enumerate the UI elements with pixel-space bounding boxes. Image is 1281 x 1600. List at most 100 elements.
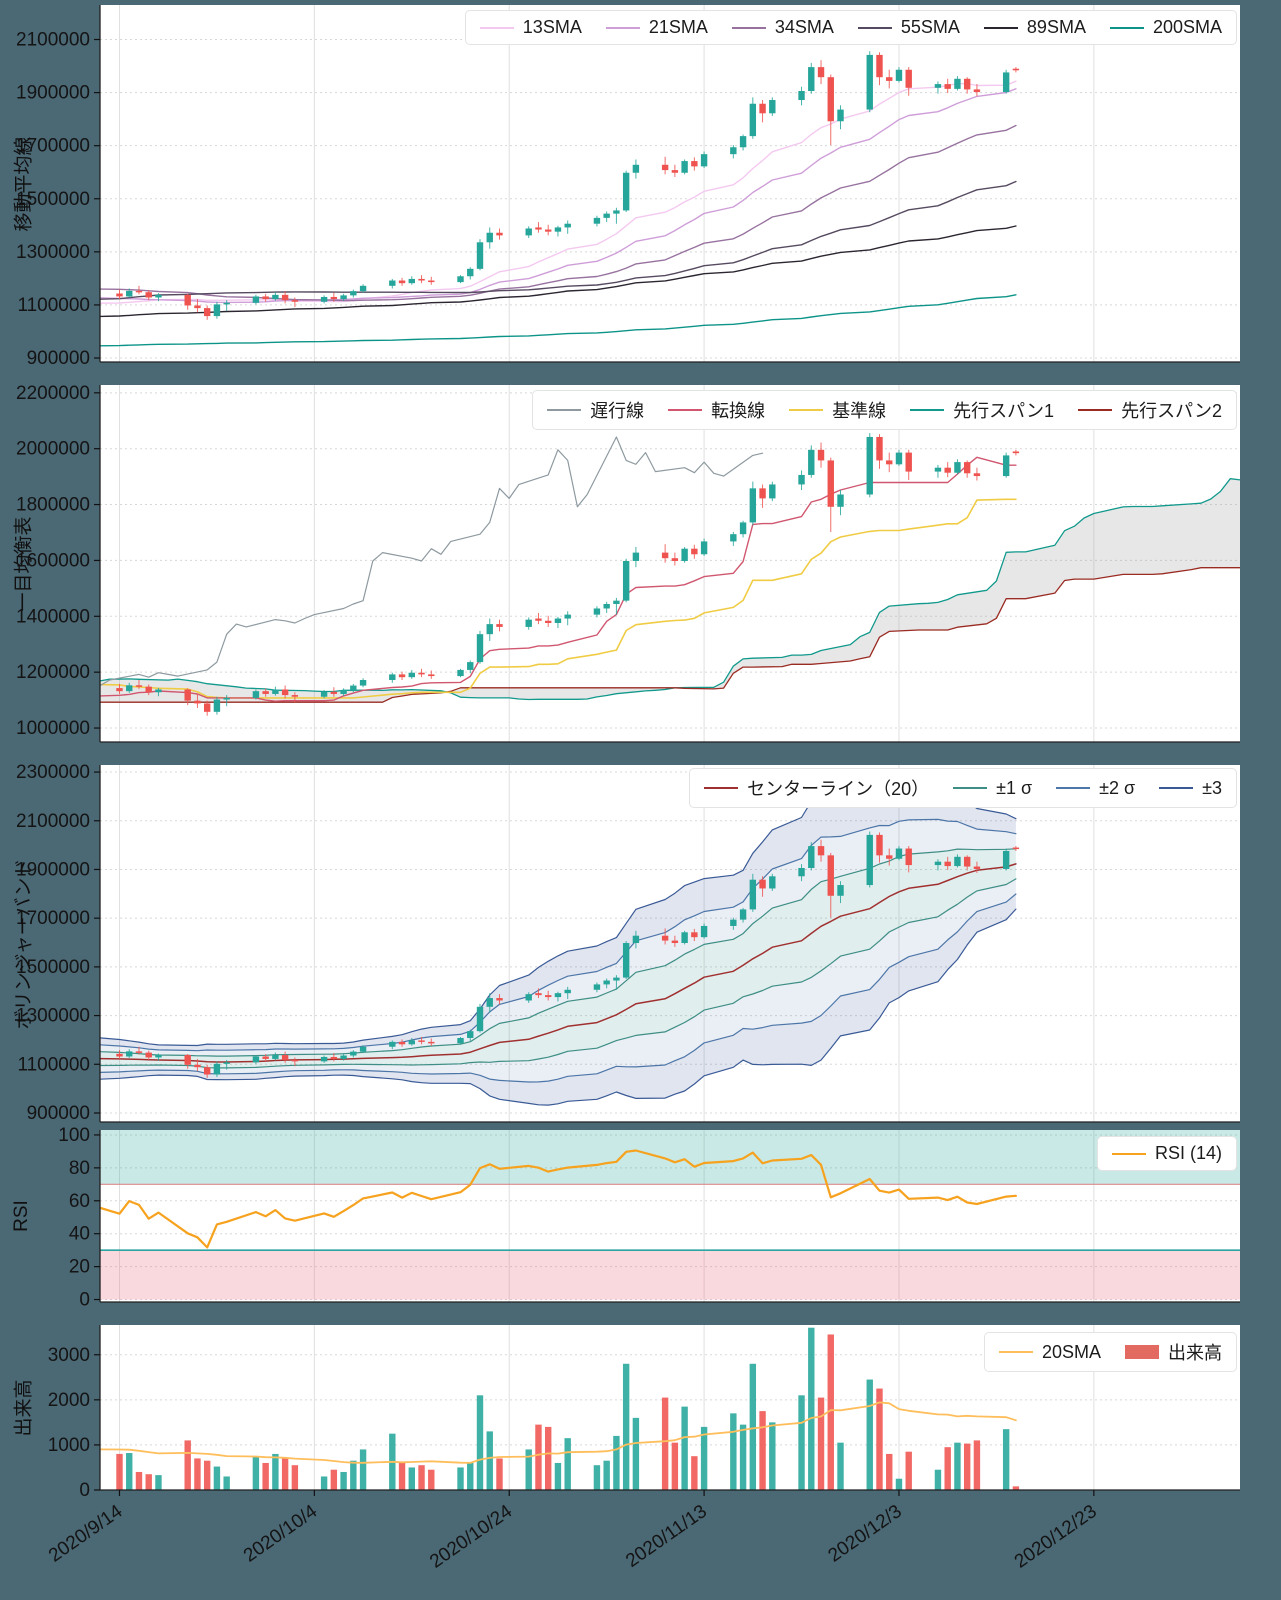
volume-bar: [184, 1440, 191, 1490]
candle-body: [135, 290, 143, 293]
candle-body: [330, 296, 338, 300]
candle-body: [808, 67, 815, 91]
bb-upper2-line: [100, 818, 1017, 1052]
volume-bar: [281, 1458, 289, 1490]
volume-bar: [340, 1471, 347, 1490]
candle-body: [691, 161, 698, 167]
volume-bar: [116, 1453, 123, 1490]
candle-body: [476, 1006, 484, 1032]
candle-body: [467, 662, 474, 670]
candle-body: [593, 217, 601, 224]
y-tick-label: 1700000: [16, 908, 90, 929]
candle-body: [622, 172, 630, 211]
candle-body: [798, 474, 805, 485]
panel-series-bollinger: [100, 785, 1020, 1106]
volume-bar: [603, 1460, 610, 1490]
volume-bar: [691, 1456, 698, 1490]
candle-body: [681, 161, 688, 173]
candle-body: [155, 294, 162, 298]
volume-bar: [759, 1411, 766, 1490]
candle-body: [837, 494, 844, 507]
volume-bar: [194, 1458, 201, 1490]
candle-body: [262, 691, 269, 694]
volume-bar: [350, 1460, 357, 1490]
candle-body: [126, 290, 133, 297]
candle-body: [203, 1067, 211, 1075]
volume-bar: [126, 1453, 133, 1490]
volume-bar: [203, 1460, 211, 1490]
volume-bar: [398, 1462, 406, 1490]
candle-body: [213, 304, 221, 317]
y-tick-label: 80: [69, 1158, 90, 1179]
candle-body: [398, 280, 406, 284]
sma-89-line: [100, 225, 1017, 318]
panel-ichimoku: [100, 385, 1240, 742]
candle-body: [408, 1040, 415, 1045]
y-tick-label: 2200000: [16, 383, 90, 404]
candle-body: [116, 1053, 123, 1057]
candle-body: [252, 1056, 260, 1063]
candle-body: [203, 703, 211, 712]
volume-bar: [837, 1442, 844, 1490]
x-tick-label: 2020/10/24: [426, 1501, 516, 1573]
y-tick-label: 20: [69, 1257, 90, 1278]
candle-body: [350, 1051, 357, 1056]
candle-body: [486, 624, 493, 635]
volume-bar: [457, 1467, 464, 1490]
candle-body: [262, 296, 269, 300]
candle-body: [759, 103, 766, 114]
candle-body: [808, 449, 815, 475]
volume-bar: [661, 1397, 669, 1490]
candle-body: [827, 855, 834, 896]
candle-body: [428, 280, 435, 283]
y-tick-label: 900000: [27, 348, 90, 369]
volume-bar: [496, 1458, 503, 1490]
candle-body: [535, 227, 542, 230]
bb-upper1-line: [100, 848, 1017, 1057]
x-tick-label: 2020/11/13: [622, 1501, 711, 1572]
candle-body: [739, 909, 747, 920]
candle-body: [496, 232, 503, 236]
candle-body: [593, 984, 601, 990]
candle-body: [535, 993, 542, 996]
y-tick-label: 3000: [48, 1345, 90, 1366]
candle-body: [1002, 850, 1010, 869]
candle-body: [272, 689, 279, 694]
volume-bar: [291, 1465, 299, 1490]
volume-bar: [895, 1478, 903, 1490]
volume-bar: [973, 1440, 981, 1490]
y-tick-label: 1500000: [16, 957, 90, 978]
candle-body: [973, 866, 981, 869]
volume-bar: [905, 1451, 912, 1490]
candle-body: [389, 280, 396, 286]
candle-body: [749, 488, 757, 523]
candle-body: [613, 977, 620, 981]
candle-body: [428, 674, 435, 677]
y-tick-label: 100: [58, 1125, 90, 1146]
candle-body: [418, 278, 425, 281]
candle-body: [389, 674, 396, 680]
y-tick-label: 2000: [48, 1390, 90, 1411]
candle-body: [126, 1051, 133, 1057]
candle-body: [613, 600, 620, 605]
candle-body: [194, 1064, 201, 1068]
volume-bar: [1002, 1429, 1010, 1490]
candle-body: [593, 608, 601, 615]
y-tick-label: 2100000: [16, 811, 90, 832]
y-tick-label: 1100000: [17, 295, 90, 316]
volume-bar: [700, 1426, 708, 1490]
y-tick-label: 900000: [27, 1103, 90, 1124]
candle-body: [1012, 847, 1020, 850]
y-tick-label: 1700000: [16, 136, 90, 157]
volume-bar: [476, 1395, 484, 1490]
candle-body: [876, 436, 883, 461]
candle-body: [554, 618, 562, 623]
x-tick-label: 2020/12/3: [825, 1501, 906, 1567]
candle-body: [467, 1031, 474, 1038]
candle-body: [622, 943, 630, 978]
volume-bar: [866, 1379, 873, 1490]
bb-band-3sigma: [100, 785, 1016, 1051]
candle-body: [116, 688, 123, 692]
volume-bar: [213, 1466, 221, 1490]
volume-bar: [934, 1469, 942, 1490]
